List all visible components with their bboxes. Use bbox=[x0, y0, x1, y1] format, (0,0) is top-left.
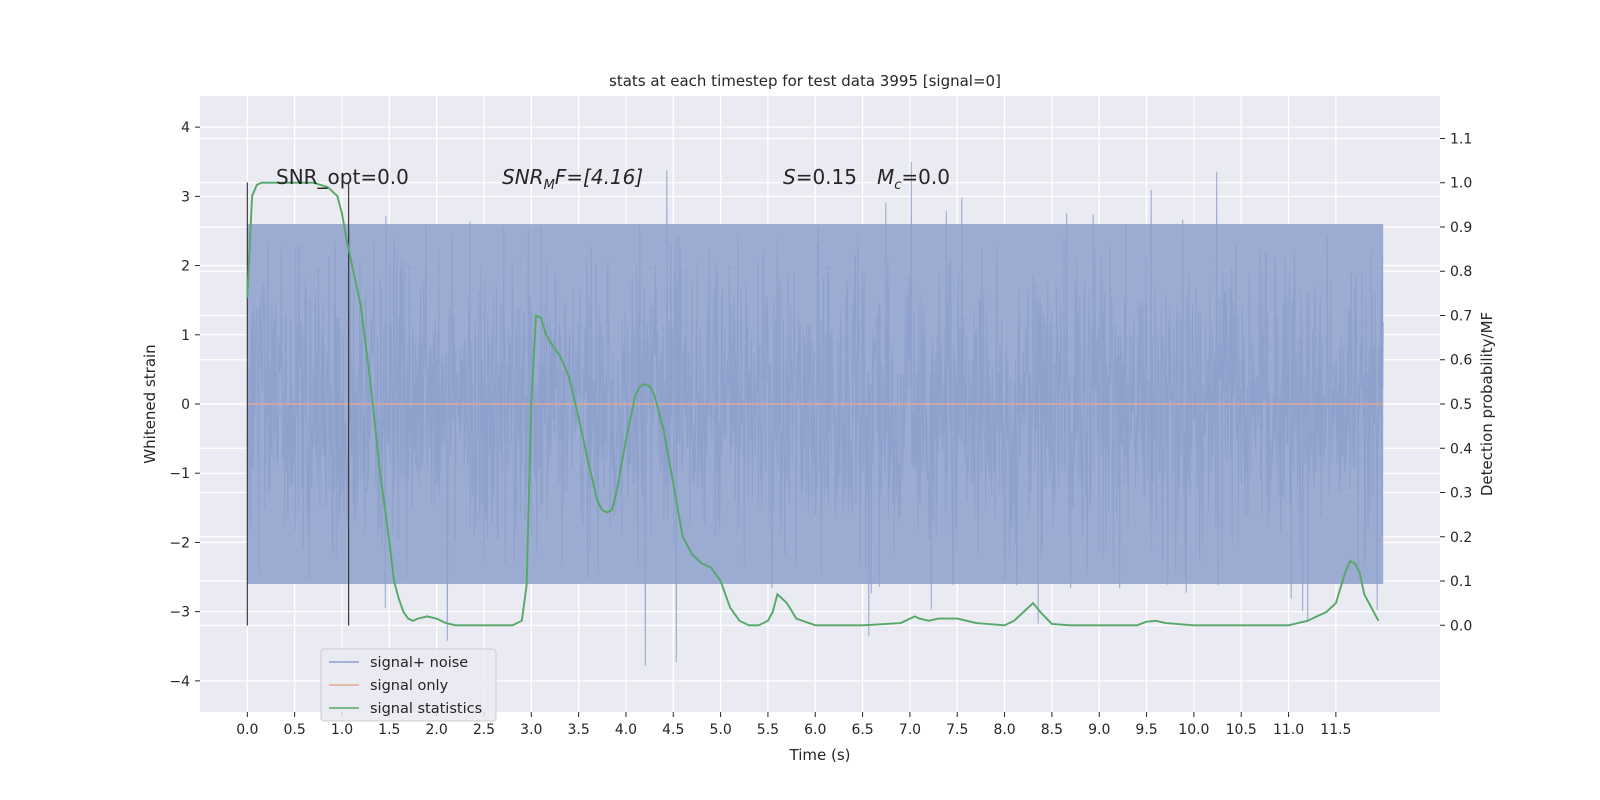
y-tick-label: 1 bbox=[181, 328, 190, 344]
x-tick-label: 8.5 bbox=[1041, 722, 1063, 738]
y-tick-label: −3 bbox=[169, 605, 190, 621]
x-axis-ticks: 0.0 0.5 1.0 1.5 2.0 2.5 3.0 3.5 4.0 4.5 5.0 5.5 6.0 6… bbox=[236, 712, 1351, 738]
annotation-mc-sub: c bbox=[894, 178, 901, 193]
y2-tick-label: 1.1 bbox=[1450, 131, 1472, 147]
y2-tick-label: 0.8 bbox=[1450, 264, 1472, 280]
x-tick-label: 5.5 bbox=[757, 722, 779, 738]
y2-tick-label: 0.6 bbox=[1450, 353, 1472, 369]
annotation-mc-var: M bbox=[877, 165, 894, 189]
x-tick-label: 1.0 bbox=[331, 722, 353, 738]
annotation-snr-opt: SNR_opt=0.0 bbox=[276, 165, 409, 189]
x-tick-label: 3.5 bbox=[567, 722, 589, 738]
annotation-s-value: =0.15 bbox=[796, 165, 857, 189]
y2-tick-label: 0.7 bbox=[1450, 308, 1472, 324]
x-tick-label: 1.5 bbox=[378, 722, 400, 738]
x-tick-label: 6.0 bbox=[804, 722, 826, 738]
legend-label-signal-statistics: signal statistics bbox=[370, 701, 482, 717]
x-tick-label: 9.5 bbox=[1135, 722, 1157, 738]
x-tick-label: 3.0 bbox=[520, 722, 542, 738]
y2-tick-label: 0.0 bbox=[1450, 618, 1472, 634]
x-tick-label: 4.0 bbox=[615, 722, 637, 738]
x-tick-label: 9.0 bbox=[1088, 722, 1110, 738]
y2-tick-label: 0.1 bbox=[1450, 574, 1472, 590]
y-tick-label: −2 bbox=[169, 535, 190, 551]
legend-box bbox=[320, 648, 497, 722]
legend: signal+ noise signal only signal statist… bbox=[320, 648, 497, 722]
annotation-s: S=0.15 bbox=[783, 165, 857, 189]
y-tick-label: 0 bbox=[181, 397, 190, 413]
x-tick-label: 8.0 bbox=[993, 722, 1015, 738]
y2-tick-label: 0.5 bbox=[1450, 397, 1472, 413]
annotation-mc: Mc=0.0 bbox=[877, 165, 950, 193]
y-axis-ticks: 4 3 2 1 0 −1 −2 −3 −4 bbox=[169, 120, 200, 690]
legend-label-signal-plus-noise: signal+ noise bbox=[370, 655, 468, 671]
y-tick-label: −4 bbox=[169, 674, 190, 690]
x-tick-label: 7.0 bbox=[899, 722, 921, 738]
x-tick-label: 10.0 bbox=[1178, 722, 1209, 738]
y-axis-label: Whitened strain bbox=[141, 344, 159, 463]
y-tick-label: 3 bbox=[181, 189, 190, 205]
x-tick-label: 0.5 bbox=[284, 722, 306, 738]
y2-tick-label: 0.3 bbox=[1450, 486, 1472, 502]
x-tick-label: 7.5 bbox=[946, 722, 968, 738]
vertical-markers bbox=[246, 182, 350, 626]
x-tick-label: 5.0 bbox=[709, 722, 731, 738]
y-tick-label: −1 bbox=[169, 466, 190, 482]
chart-title: stats at each timestep for test data 399… bbox=[609, 72, 1001, 90]
y2-tick-label: 0.2 bbox=[1450, 530, 1472, 546]
annotation-mc-value: =0.0 bbox=[901, 165, 950, 189]
x-tick-label: 11.0 bbox=[1273, 722, 1304, 738]
x-tick-label: 2.0 bbox=[426, 722, 448, 738]
right-y-axis-label: Detection probability/MF bbox=[1478, 312, 1496, 496]
annotation-snr-mf: SNRMF=[4.16] bbox=[502, 165, 643, 193]
annotation-s-var: S bbox=[783, 165, 796, 189]
y2-tick-label: 1.0 bbox=[1450, 176, 1472, 192]
y-tick-label: 2 bbox=[181, 259, 190, 275]
y2-tick-label: 0.9 bbox=[1450, 220, 1472, 236]
y2-tick-label: 0.4 bbox=[1450, 441, 1472, 457]
x-tick-label: 4.5 bbox=[662, 722, 684, 738]
annotation-snr-mf-var: SNR bbox=[502, 165, 544, 189]
legend-label-signal-only: signal only bbox=[370, 678, 449, 694]
annotation-snr-mf-rest: F=[4.16] bbox=[555, 165, 643, 189]
x-axis-label: Time (s) bbox=[789, 746, 851, 764]
x-tick-label: 11.5 bbox=[1320, 722, 1351, 738]
right-y-axis-ticks: 1.1 1.0 0.9 0.8 0.7 0.6 0.5 0.4 0.3 0.2 0.1 0.0 bbox=[1440, 131, 1472, 634]
annotation-snr-mf-sub: M bbox=[544, 178, 555, 193]
y-tick-label: 4 bbox=[181, 120, 190, 136]
x-tick-label: 10.5 bbox=[1226, 722, 1257, 738]
x-tick-label: 0.0 bbox=[236, 722, 258, 738]
noise-trace bbox=[246, 161, 1384, 667]
x-tick-label: 6.5 bbox=[851, 722, 873, 738]
x-tick-label: 2.5 bbox=[473, 722, 495, 738]
series-signal-statistics-line bbox=[246, 181, 1380, 627]
